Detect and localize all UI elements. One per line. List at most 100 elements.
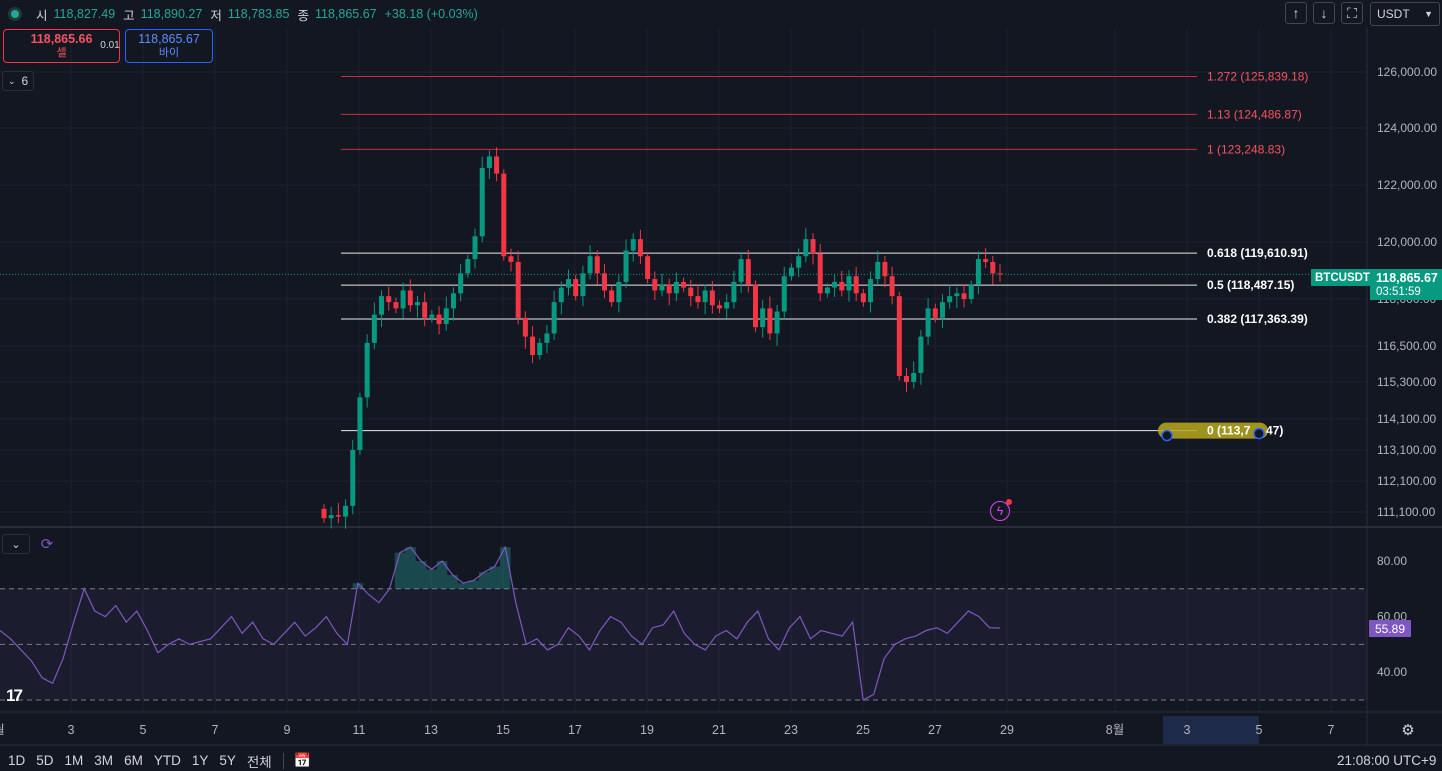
time-tick-label: 17: [568, 723, 582, 737]
price-tick-label: 124,000.00: [1377, 121, 1437, 135]
fib-selection-highlight[interactable]: [1158, 422, 1268, 439]
sell-label: 셀: [56, 47, 67, 59]
candle-body: [860, 293, 866, 303]
chart-grid: [0, 28, 1442, 746]
candle-body: [954, 293, 960, 297]
candlesticks: [0, 147, 1367, 529]
fib-anchor-left[interactable]: [1161, 429, 1173, 442]
candle-body: [379, 296, 385, 315]
candle-countdown: 03:51:59: [1376, 285, 1421, 298]
candle-body: [652, 279, 658, 291]
lightning-icon[interactable]: ϟ: [990, 499, 1012, 521]
candle-body: [386, 296, 392, 303]
indicators-collapse-button[interactable]: ⌄ 6: [2, 71, 35, 91]
time-range-highlight: [1163, 716, 1259, 744]
gear-icon[interactable]: ⚙: [1401, 722, 1415, 739]
fit-screen-icon: ⛶: [1347, 4, 1357, 21]
fib-retracement[interactable]: 1.272 (125,839.18) 1.13 (124,486.87) 1 (12…: [341, 70, 1308, 442]
buy-button[interactable]: 118,865.67 바이: [125, 29, 213, 63]
time-tick-label: 7: [212, 723, 219, 737]
candle-body: [616, 281, 622, 303]
candle-body: [450, 293, 456, 309]
candle-body: [609, 290, 615, 303]
candle-body: [796, 256, 802, 268]
rsi-tick-label: 40.00: [1377, 665, 1407, 679]
candle-body: [458, 273, 464, 294]
time-tick-label: 5: [1256, 723, 1263, 737]
fib-label-1: 1 (123,248.83): [1207, 142, 1285, 156]
tf-5d[interactable]: 5D: [36, 753, 54, 768]
candle-body: [501, 173, 507, 257]
candle-body: [494, 156, 500, 174]
candle-body: [472, 236, 478, 260]
time-tick-label: 7: [1328, 723, 1335, 737]
candle-body: [537, 342, 543, 355]
rsi-tick-label: 80.00: [1377, 554, 1407, 568]
candle-body: [601, 273, 607, 291]
candle-body: [594, 256, 600, 274]
scroll-down-button[interactable]: ↓: [1313, 2, 1335, 24]
calendar-icon[interactable]: 📅: [293, 752, 312, 768]
sell-button[interactable]: 118,865.66 셀: [3, 29, 120, 63]
chevron-down-icon: ⌄: [11, 538, 21, 551]
tf-3m[interactable]: 3M: [94, 753, 114, 768]
candle-body: [371, 314, 377, 343]
fit-screen-button[interactable]: ⛶: [1341, 2, 1363, 24]
candle-body: [918, 336, 924, 373]
candle-body: [760, 308, 766, 328]
candle-body: [824, 287, 830, 294]
candle-body: [911, 373, 917, 382]
refresh-icon[interactable]: ⟳: [40, 536, 54, 553]
price-axis[interactable]: 126,000.00 124,000.00 122,000.00 120,000.00…: [0, 65, 1437, 744]
tf-all[interactable]: 전체: [246, 754, 272, 770]
candle-body: [343, 505, 349, 517]
time-tick-label: 월: [0, 723, 5, 737]
candle-body: [817, 253, 823, 294]
candle-body: [364, 342, 370, 398]
tf-1d[interactable]: 1D: [8, 753, 26, 768]
time-tick-label: 3: [68, 723, 75, 737]
candle-body: [868, 279, 874, 303]
candle-body: [695, 296, 701, 303]
tf-5y[interactable]: 5Y: [219, 753, 236, 768]
fib-anchor-right[interactable]: [1253, 427, 1265, 440]
candle-body: [328, 515, 334, 519]
candle-body: [630, 239, 636, 251]
tf-ytd[interactable]: YTD: [153, 753, 181, 768]
arrow-down-icon: ↓: [1320, 5, 1328, 21]
currency-select[interactable]: USDT ▼: [1370, 2, 1440, 26]
tf-6m[interactable]: 6M: [124, 753, 143, 768]
close-label: 종: [297, 8, 309, 23]
rsi-overbought-fill: [352, 547, 511, 589]
time-tick-label: 13: [424, 723, 438, 737]
candle-body: [889, 276, 895, 297]
sell-price: 118,865.66: [30, 32, 93, 46]
candle-body: [803, 239, 809, 257]
clock[interactable]: 21:08:00 UTC+9: [1337, 753, 1437, 768]
tf-1y[interactable]: 1Y: [191, 753, 209, 768]
candle-body: [997, 273, 1003, 275]
ohlc-legend: 시 118,827.49 고 118,890.27 저 118,783.85 종 118…: [8, 3, 480, 25]
tf-1m[interactable]: 1M: [64, 753, 84, 768]
timeframe-bar: 1D 5D 1M 3M 6M YTD 1Y 5Y 전체 📅: [0, 750, 1442, 771]
candle-body: [637, 239, 643, 257]
price-tick-label: 120,000.00: [1377, 235, 1437, 249]
candle-body: [479, 167, 485, 237]
divider: [282, 752, 284, 769]
price-tick-label: 122,000.00: [1377, 178, 1437, 192]
tradingview-logo[interactable]: 17: [6, 686, 23, 705]
candle-body: [515, 261, 521, 318]
high-value: 118,890.27: [140, 7, 203, 21]
candle-body: [846, 276, 852, 291]
open-label: 시: [36, 8, 48, 23]
price-tick-label: 114,100.00: [1377, 412, 1436, 426]
candle-body: [566, 279, 572, 288]
candle-body: [709, 290, 715, 306]
rsi-collapse-button[interactable]: ⌄: [2, 534, 30, 554]
scroll-up-button[interactable]: ↑: [1285, 2, 1307, 24]
candle-body: [925, 308, 931, 337]
candle-body: [429, 314, 435, 318]
candle-body: [573, 279, 579, 297]
